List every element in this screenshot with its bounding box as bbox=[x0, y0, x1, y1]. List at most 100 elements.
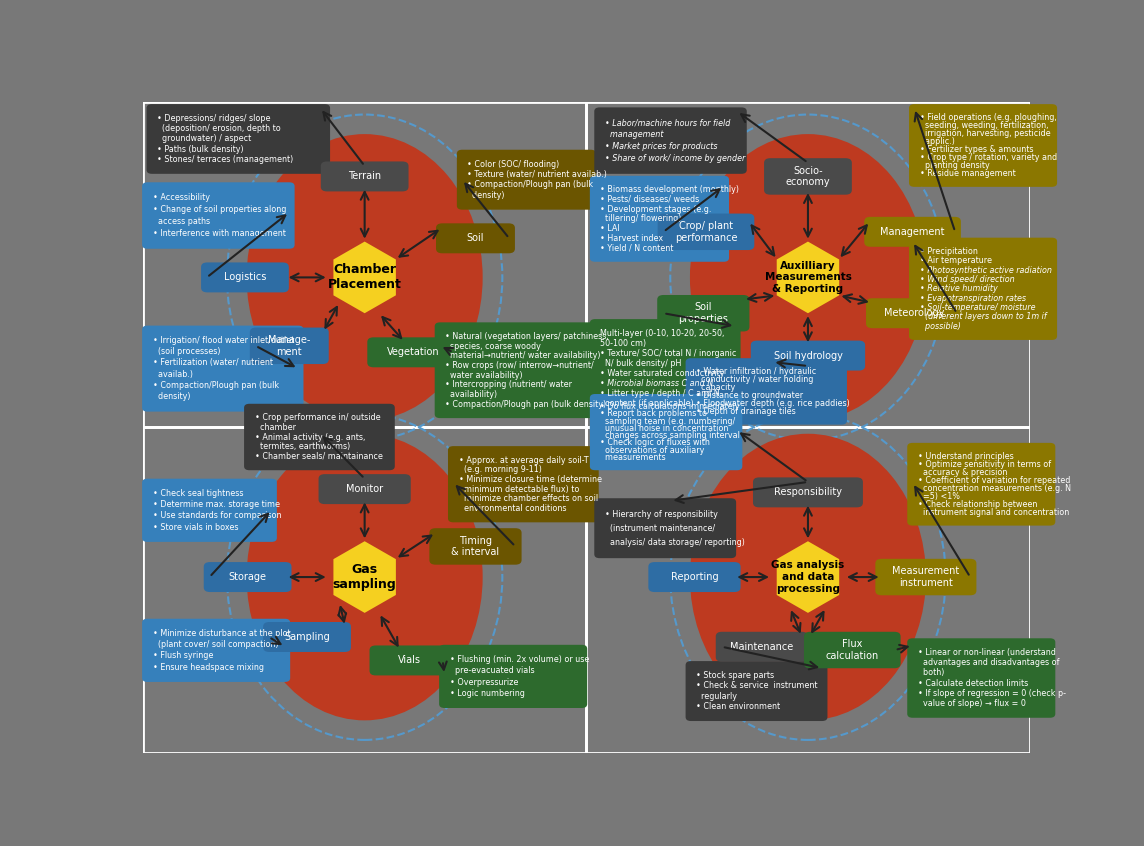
Text: • Linear or non-linear (understand: • Linear or non-linear (understand bbox=[917, 648, 1056, 657]
Text: • Yield / N content: • Yield / N content bbox=[601, 244, 674, 252]
Text: • Do flux calculations immediately: • Do flux calculations immediately bbox=[601, 402, 740, 411]
Text: =5) <1%: =5) <1% bbox=[917, 492, 960, 501]
Ellipse shape bbox=[690, 135, 925, 420]
FancyBboxPatch shape bbox=[142, 182, 295, 249]
FancyBboxPatch shape bbox=[590, 176, 729, 261]
Text: Chamber
Placement: Chamber Placement bbox=[327, 263, 402, 291]
Text: • Market prices for products: • Market prices for products bbox=[605, 142, 717, 151]
FancyBboxPatch shape bbox=[864, 217, 961, 247]
Text: • Stock spare parts: • Stock spare parts bbox=[697, 671, 774, 680]
FancyBboxPatch shape bbox=[907, 638, 1055, 717]
Text: • Overpressurize: • Overpressurize bbox=[450, 678, 518, 686]
FancyBboxPatch shape bbox=[204, 562, 292, 592]
Text: • Understand principles: • Understand principles bbox=[917, 452, 1014, 460]
Text: • Approx. at average daily soil-T: • Approx. at average daily soil-T bbox=[459, 456, 588, 464]
FancyBboxPatch shape bbox=[142, 618, 291, 682]
Text: planting density: planting density bbox=[920, 161, 990, 170]
Text: Meteorology: Meteorology bbox=[884, 308, 945, 318]
Polygon shape bbox=[777, 242, 840, 313]
Text: • Minimize closure time (determine: • Minimize closure time (determine bbox=[459, 475, 602, 484]
Text: • Fertilization (water/ nutrient: • Fertilization (water/ nutrient bbox=[153, 359, 272, 367]
Bar bbox=[587, 427, 1030, 753]
Text: • Depressions/ ridges/ slope: • Depressions/ ridges/ slope bbox=[157, 114, 271, 123]
Text: • Harvest index: • Harvest index bbox=[601, 233, 664, 243]
Text: minimum detectable flux) to: minimum detectable flux) to bbox=[459, 485, 579, 493]
FancyBboxPatch shape bbox=[594, 107, 747, 173]
FancyBboxPatch shape bbox=[657, 295, 749, 332]
Text: • Fertilizer types & amounts: • Fertilizer types & amounts bbox=[920, 145, 1033, 154]
Text: • Natural (vegetation layers/ patchiness,: • Natural (vegetation layers/ patchiness… bbox=[445, 332, 609, 341]
FancyBboxPatch shape bbox=[750, 341, 865, 371]
Text: • Irrigation/ flood water inlet/outlet: • Irrigation/ flood water inlet/outlet bbox=[153, 336, 294, 345]
Polygon shape bbox=[777, 541, 840, 613]
Polygon shape bbox=[333, 541, 396, 613]
FancyBboxPatch shape bbox=[753, 477, 863, 508]
Text: Flux
calculation: Flux calculation bbox=[826, 640, 879, 661]
Text: unusual noise in concentration: unusual noise in concentration bbox=[601, 424, 729, 433]
Text: capacity: capacity bbox=[697, 383, 736, 392]
FancyBboxPatch shape bbox=[367, 338, 460, 367]
Text: • Use standards for comparison: • Use standards for comparison bbox=[153, 511, 281, 520]
FancyBboxPatch shape bbox=[590, 319, 740, 418]
Text: access paths: access paths bbox=[153, 217, 209, 226]
Text: • Photosynthetic active radiation: • Photosynthetic active radiation bbox=[920, 266, 1051, 275]
Text: • Color (SOC/ flooding): • Color (SOC/ flooding) bbox=[468, 160, 559, 168]
Bar bbox=[587, 102, 1030, 427]
Text: species, coarse woody: species, coarse woody bbox=[445, 342, 541, 350]
Text: Monitor: Monitor bbox=[347, 484, 383, 494]
FancyBboxPatch shape bbox=[649, 562, 740, 592]
Ellipse shape bbox=[690, 434, 925, 721]
Text: Maintenance: Maintenance bbox=[730, 642, 794, 651]
FancyBboxPatch shape bbox=[436, 223, 515, 253]
Text: value of slope) → flux = 0: value of slope) → flux = 0 bbox=[917, 699, 1026, 708]
FancyBboxPatch shape bbox=[448, 446, 598, 522]
Text: • Change of soil properties along: • Change of soil properties along bbox=[153, 205, 286, 214]
Text: • Relative humidity: • Relative humidity bbox=[920, 284, 998, 294]
Text: Timing
& interval: Timing & interval bbox=[452, 536, 500, 558]
Text: regularly: regularly bbox=[697, 692, 737, 700]
Text: • Row crops (row/ interrow→nutrient/: • Row crops (row/ interrow→nutrient/ bbox=[445, 361, 594, 370]
Text: • Ensure headspace mixing: • Ensure headspace mixing bbox=[153, 662, 264, 672]
FancyBboxPatch shape bbox=[716, 632, 808, 662]
Text: availab.): availab.) bbox=[153, 370, 192, 379]
FancyBboxPatch shape bbox=[909, 238, 1057, 340]
Text: N/ bulk density/ pH: N/ bulk density/ pH bbox=[601, 359, 682, 368]
Text: • Stones/ terraces (management): • Stones/ terraces (management) bbox=[157, 155, 293, 164]
FancyBboxPatch shape bbox=[875, 559, 977, 596]
Text: Manage-
ment: Manage- ment bbox=[268, 335, 310, 357]
Text: analysis/ data storage/ reporting): analysis/ data storage/ reporting) bbox=[605, 537, 745, 547]
Text: Terrain: Terrain bbox=[348, 172, 381, 181]
Text: Logistics: Logistics bbox=[224, 272, 267, 283]
Text: • LAI: • LAI bbox=[601, 224, 620, 233]
Text: • Check logic of fluxes with: • Check logic of fluxes with bbox=[601, 438, 710, 448]
Polygon shape bbox=[333, 242, 396, 313]
FancyBboxPatch shape bbox=[866, 299, 962, 328]
Text: content (if applicable): content (if applicable) bbox=[601, 399, 694, 409]
Text: Vials: Vials bbox=[397, 656, 421, 666]
FancyBboxPatch shape bbox=[146, 104, 331, 173]
Text: minimize chamber effects on soil: minimize chamber effects on soil bbox=[459, 494, 598, 503]
FancyBboxPatch shape bbox=[435, 322, 596, 418]
Text: • Texture (water/ nutrient availab.): • Texture (water/ nutrient availab.) bbox=[468, 170, 607, 179]
Text: • Labor/machine hours for field: • Labor/machine hours for field bbox=[605, 118, 730, 127]
Text: 50-100 cm): 50-100 cm) bbox=[601, 339, 646, 348]
FancyBboxPatch shape bbox=[201, 262, 288, 293]
Text: (different layers down to 1m if: (different layers down to 1m if bbox=[920, 312, 1047, 321]
Text: Soil hydrology: Soil hydrology bbox=[773, 350, 842, 360]
Text: • Share of work/ income by gender: • Share of work/ income by gender bbox=[605, 154, 745, 163]
Text: Gas analysis
and data
processing: Gas analysis and data processing bbox=[771, 560, 844, 594]
Text: Soil
properties: Soil properties bbox=[678, 302, 729, 324]
Text: observations of auxiliary: observations of auxiliary bbox=[601, 446, 705, 455]
Text: • Depth of drainage tiles: • Depth of drainage tiles bbox=[697, 407, 796, 416]
Bar bbox=[143, 102, 587, 427]
Text: • Crop type / rotation, variety and: • Crop type / rotation, variety and bbox=[920, 153, 1057, 162]
Text: material→nutrient/ water availability): material→nutrient/ water availability) bbox=[445, 351, 601, 360]
Text: • Distance to groundwater: • Distance to groundwater bbox=[697, 391, 803, 400]
Text: • Flushing (min. 2x volume) or use: • Flushing (min. 2x volume) or use bbox=[450, 655, 589, 664]
Text: density): density) bbox=[153, 393, 190, 401]
Text: density): density) bbox=[468, 191, 505, 200]
Text: availability): availability) bbox=[445, 390, 498, 399]
FancyBboxPatch shape bbox=[142, 326, 303, 412]
FancyBboxPatch shape bbox=[658, 213, 754, 250]
Text: Gas
sampling: Gas sampling bbox=[333, 563, 397, 591]
